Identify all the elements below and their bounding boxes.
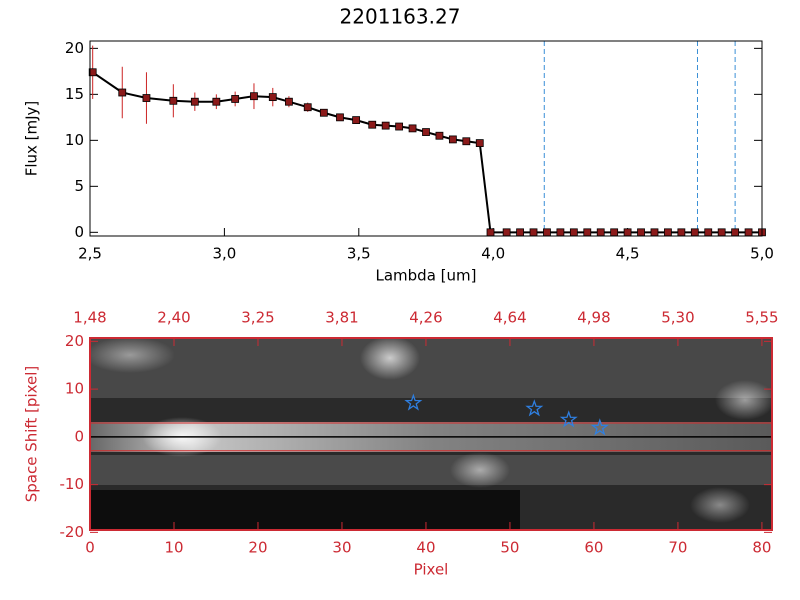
marker: [610, 228, 619, 237]
star-marker: [404, 393, 423, 411]
x2-tick-label: 4,98: [577, 309, 610, 327]
x2-tick-label: 2,40: [157, 309, 190, 327]
marker: [352, 116, 361, 125]
star-marker: [590, 418, 609, 436]
marker: [486, 228, 495, 237]
y-tick-label: -20: [60, 523, 85, 541]
marker: [435, 131, 444, 140]
star-marker: [525, 399, 544, 417]
marker: [142, 94, 151, 102]
x-tick-label: 50: [500, 539, 519, 557]
marker: [250, 92, 258, 101]
marker: [462, 137, 471, 146]
x-tick-label: 70: [668, 539, 687, 557]
marker: [529, 228, 538, 237]
marker: [395, 122, 404, 131]
marker: [569, 228, 578, 237]
marker: [448, 135, 457, 144]
marker: [212, 97, 221, 106]
marker: [704, 228, 713, 237]
marker: [731, 228, 740, 237]
marker: [88, 68, 97, 77]
marker: [543, 228, 551, 237]
heatmap-image: [85, 336, 775, 530]
chart-title: 2201163.27: [340, 5, 461, 29]
y-tick-label: 10: [65, 380, 84, 398]
x-tick-label: 20: [248, 539, 267, 557]
x-tick-label: 4,5: [616, 245, 640, 263]
marker: [231, 95, 240, 103]
marker: [169, 96, 178, 105]
marker: [596, 228, 605, 237]
marker: [319, 108, 328, 117]
plot-frame: [89, 40, 763, 237]
x2-tick-label: 5,30: [661, 309, 694, 327]
x-tick-label: 3,5: [347, 245, 371, 263]
x2-tick-label: 3,81: [325, 309, 358, 327]
y-tick-label: 0: [74, 223, 84, 241]
x-tick-label: 2,5: [78, 245, 102, 263]
marker: [381, 121, 390, 130]
marker: [502, 228, 511, 237]
y-tick-label: 15: [65, 85, 84, 103]
x-tick-label: 30: [332, 539, 351, 557]
x-tick-label: 60: [584, 539, 603, 557]
x-tick-label: 4,0: [481, 245, 505, 263]
x-tick-label: 10: [164, 539, 183, 557]
marker: [583, 228, 592, 237]
marker: [336, 113, 344, 122]
y-tick-label: 20: [65, 332, 84, 350]
marker: [368, 120, 377, 129]
marker: [422, 128, 430, 136]
star-marker: [559, 410, 578, 428]
y-tick-label: 5: [74, 177, 84, 195]
marker: [475, 139, 484, 147]
marker: [744, 228, 753, 237]
marker: [650, 228, 659, 237]
x2-tick-label: 4,26: [409, 309, 442, 327]
marker: [303, 103, 312, 112]
x2-tick-label: 1,48: [73, 309, 106, 327]
x-tick-label: 0: [85, 539, 95, 557]
x-tick-label: 40: [416, 539, 435, 557]
y-tick-label: -10: [60, 475, 85, 493]
plot-frame: [89, 337, 773, 531]
marker: [516, 228, 524, 237]
x2-tick-label: 3,25: [241, 309, 274, 327]
marker: [285, 97, 293, 106]
x-axis-label: Pixel: [414, 561, 449, 579]
marker: [623, 228, 632, 237]
marker: [268, 93, 277, 102]
x-axis-label: Lambda [um]: [376, 267, 477, 285]
data-line: [92, 71, 762, 234]
marker: [190, 97, 199, 106]
y-tick-label: 0: [74, 427, 84, 445]
marker: [717, 228, 726, 237]
marker: [637, 228, 645, 237]
marker: [408, 124, 417, 133]
x2-tick-label: 4,64: [493, 309, 526, 327]
marker: [677, 228, 686, 237]
x2-tick-label: 5,55: [745, 309, 778, 327]
x-tick-label: 80: [752, 539, 771, 557]
y-tick-label: 20: [65, 39, 84, 57]
marker: [690, 228, 699, 237]
marker: [556, 228, 565, 237]
x-tick-label: 5,0: [750, 245, 774, 263]
y-axis-label: Space Shift [pixel]: [23, 366, 41, 503]
marker: [664, 228, 672, 237]
y-tick-label: 10: [65, 131, 84, 149]
marker: [118, 88, 127, 97]
x-tick-label: 3,0: [212, 245, 236, 263]
y-axis-label: Flux [mJy]: [23, 101, 41, 177]
